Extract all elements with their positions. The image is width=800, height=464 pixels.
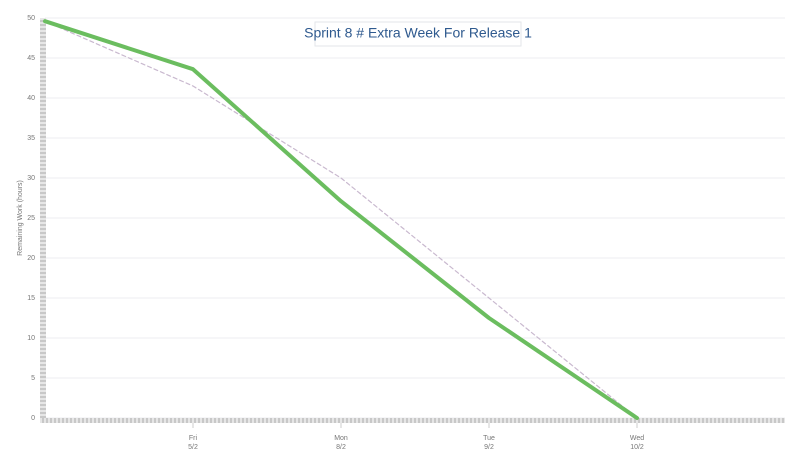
- y-tick-label: 40: [27, 95, 35, 102]
- x-tick-label: Fri: [189, 435, 198, 442]
- x-tick-label: Tue: [483, 435, 495, 442]
- x-tick-date: 10/2: [630, 444, 644, 451]
- x-tick-label: Mon: [334, 435, 348, 442]
- y-tick-label: 5: [31, 375, 35, 382]
- x-tick-date: 9/2: [484, 444, 494, 451]
- y-tick-label: 35: [27, 135, 35, 142]
- y-tick-label: 10: [27, 335, 35, 342]
- y-tick-label: 45: [27, 55, 35, 62]
- chart-title: Sprint 8 # Extra Week For Release 1: [304, 25, 532, 41]
- y-tick-label: 0: [31, 415, 35, 422]
- title-box: [314, 21, 522, 47]
- y-tick-label: 50: [27, 15, 35, 22]
- ideal-line: [44, 20, 638, 419]
- x-tick-date: 8/2: [336, 444, 346, 451]
- y-axis-label: Remaining Work (hours): [17, 180, 24, 256]
- x-tick-date: 5/2: [188, 444, 198, 451]
- y-tick-label: 15: [27, 295, 35, 302]
- x-tick-label: Wed: [630, 435, 644, 442]
- y-tick-label: 25: [27, 215, 35, 222]
- remaining-line: [43, 19, 639, 420]
- y-tick-label: 30: [27, 175, 35, 182]
- y-tick-label: 20: [27, 255, 35, 262]
